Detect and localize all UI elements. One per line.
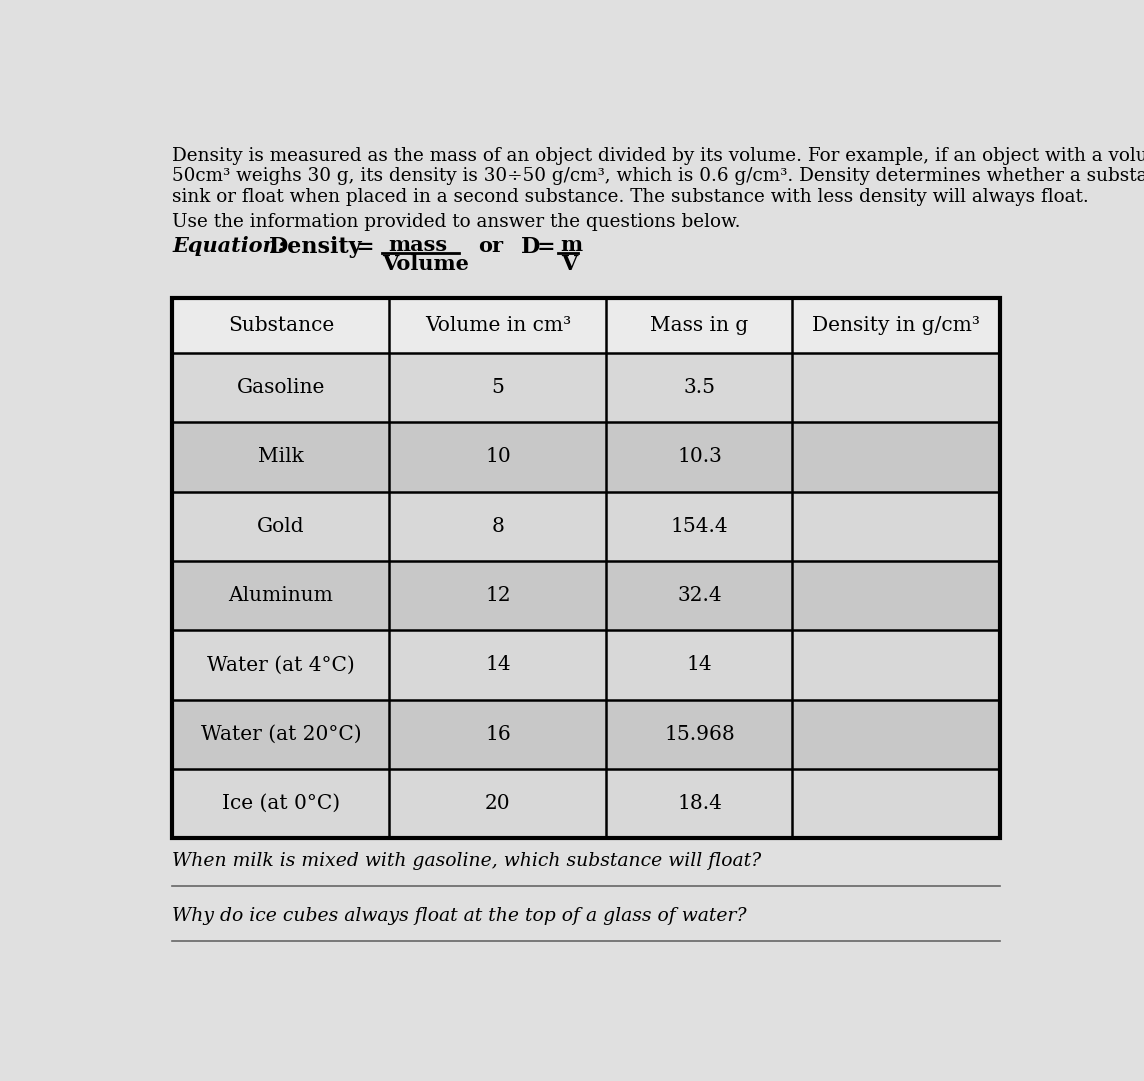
Text: Volume: Volume bbox=[382, 254, 469, 275]
Text: V: V bbox=[562, 254, 578, 275]
Text: 14: 14 bbox=[686, 655, 713, 675]
Text: Gasoline: Gasoline bbox=[237, 378, 325, 397]
Bar bbox=[173, 353, 1000, 423]
Text: 18.4: 18.4 bbox=[677, 793, 722, 813]
Text: Density is measured as the mass of an object divided by its volume. For example,: Density is measured as the mass of an ob… bbox=[173, 147, 1144, 164]
Text: m: m bbox=[559, 236, 582, 255]
Text: D: D bbox=[522, 236, 540, 258]
Text: Aluminum: Aluminum bbox=[229, 586, 333, 605]
Text: or: or bbox=[478, 236, 503, 256]
Bar bbox=[173, 297, 1000, 353]
Text: 10: 10 bbox=[485, 448, 511, 467]
Text: Substance: Substance bbox=[228, 316, 334, 335]
Text: 32.4: 32.4 bbox=[677, 586, 722, 605]
Bar bbox=[173, 423, 1000, 492]
Bar bbox=[173, 699, 1000, 769]
Text: Gold: Gold bbox=[257, 517, 304, 536]
Text: 3.5: 3.5 bbox=[683, 378, 715, 397]
Bar bbox=[173, 769, 1000, 838]
Text: =: = bbox=[356, 236, 375, 258]
Text: Mass in g: Mass in g bbox=[650, 316, 748, 335]
Text: sink or float when placed in a second substance. The substance with less density: sink or float when placed in a second su… bbox=[173, 188, 1089, 206]
Text: Milk: Milk bbox=[259, 448, 304, 467]
Bar bbox=[173, 297, 1000, 838]
Text: 20: 20 bbox=[485, 793, 510, 813]
Text: 16: 16 bbox=[485, 724, 511, 744]
Text: Density: Density bbox=[269, 236, 363, 258]
Text: Why do ice cubes always float at the top of a glass of water?: Why do ice cubes always float at the top… bbox=[173, 907, 747, 925]
Bar bbox=[173, 630, 1000, 699]
Text: 50cm³ weighs 30 g, its density is 30÷50 g/cm³, which is 0.6 g/cm³. Density deter: 50cm³ weighs 30 g, its density is 30÷50 … bbox=[173, 168, 1144, 186]
Bar bbox=[173, 492, 1000, 561]
Text: 154.4: 154.4 bbox=[670, 517, 729, 536]
Text: 8: 8 bbox=[492, 517, 505, 536]
Text: 5: 5 bbox=[492, 378, 505, 397]
Bar bbox=[173, 561, 1000, 630]
Text: Volume in cm³: Volume in cm³ bbox=[424, 316, 571, 335]
Text: Water (at 20°C): Water (at 20°C) bbox=[200, 724, 362, 744]
Text: =: = bbox=[537, 236, 555, 258]
Text: 12: 12 bbox=[485, 586, 510, 605]
Text: mass: mass bbox=[388, 236, 447, 255]
Text: Water (at 4°C): Water (at 4°C) bbox=[207, 655, 355, 675]
Text: 14: 14 bbox=[485, 655, 510, 675]
Text: Equation:: Equation: bbox=[173, 236, 286, 256]
Text: 10.3: 10.3 bbox=[677, 448, 722, 467]
Text: When milk is mixed with gasoline, which substance will float?: When milk is mixed with gasoline, which … bbox=[173, 852, 762, 870]
Text: Ice (at 0°C): Ice (at 0°C) bbox=[222, 793, 340, 813]
Text: 15.968: 15.968 bbox=[664, 724, 734, 744]
Text: Density in g/cm³: Density in g/cm³ bbox=[812, 316, 980, 335]
Text: Use the information provided to answer the questions below.: Use the information provided to answer t… bbox=[173, 213, 741, 231]
